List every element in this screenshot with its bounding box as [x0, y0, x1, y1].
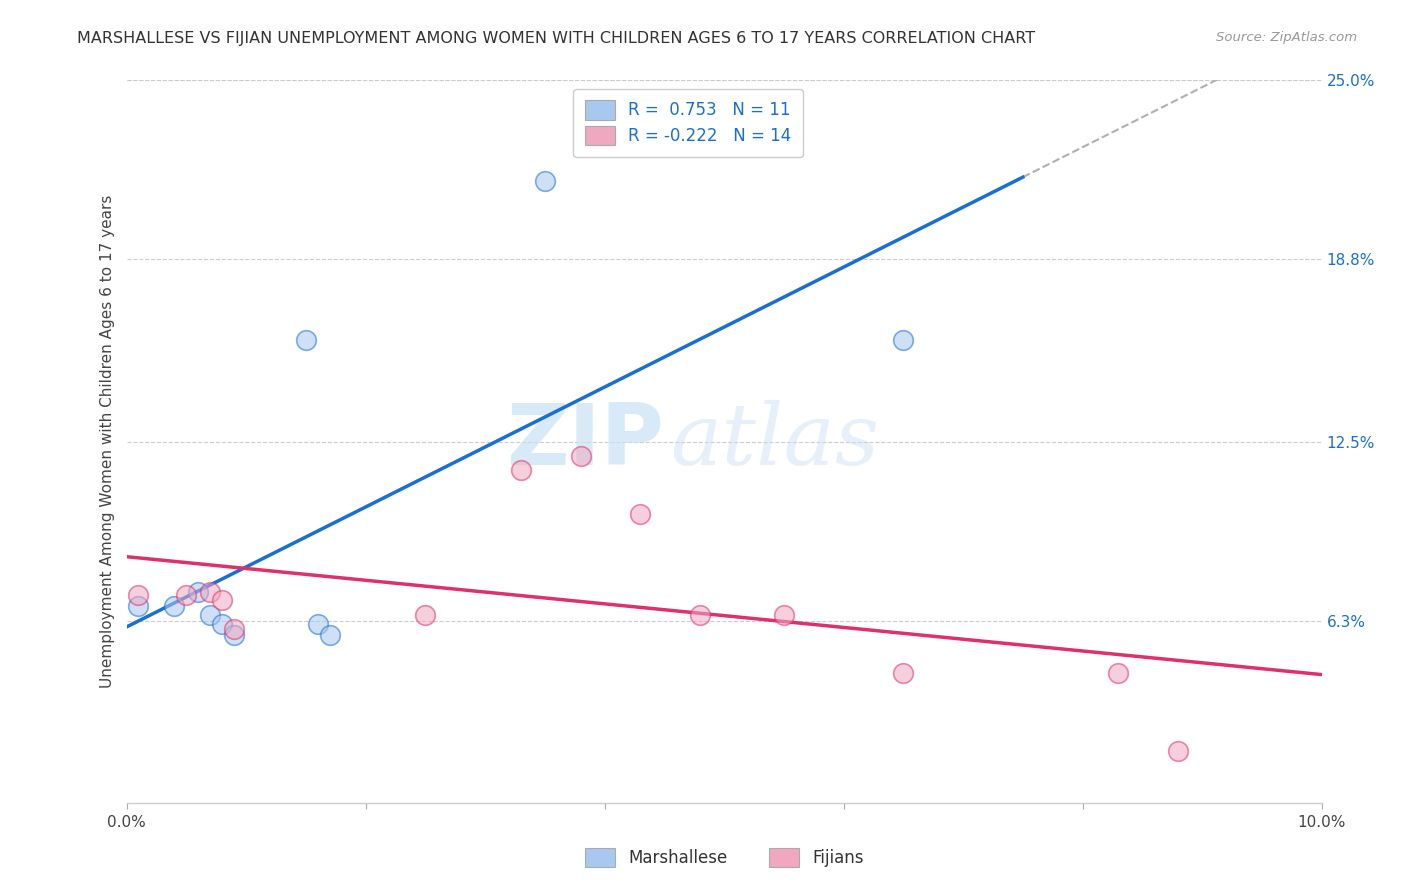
- Point: [689, 607, 711, 622]
- Point: [318, 628, 342, 642]
- Point: [415, 607, 437, 622]
- Point: [534, 174, 557, 188]
- Point: [127, 599, 149, 614]
- Text: Source: ZipAtlas.com: Source: ZipAtlas.com: [1216, 31, 1357, 45]
- Point: [211, 616, 233, 631]
- Point: [773, 607, 796, 622]
- Point: [200, 584, 222, 599]
- Point: [569, 449, 592, 463]
- Point: [187, 584, 209, 599]
- Point: [127, 588, 149, 602]
- Point: [174, 588, 197, 602]
- Point: [222, 628, 246, 642]
- Point: [893, 334, 915, 348]
- Text: atlas: atlas: [671, 401, 879, 483]
- Text: ZIP: ZIP: [506, 400, 664, 483]
- Legend: Marshallese, Fijians: Marshallese, Fijians: [578, 841, 870, 874]
- Point: [222, 623, 246, 637]
- Point: [893, 665, 915, 680]
- Point: [628, 507, 651, 521]
- Point: [1167, 744, 1189, 758]
- Point: [509, 463, 531, 477]
- Point: [307, 616, 329, 631]
- Point: [200, 607, 222, 622]
- Text: MARSHALLESE VS FIJIAN UNEMPLOYMENT AMONG WOMEN WITH CHILDREN AGES 6 TO 17 YEARS : MARSHALLESE VS FIJIAN UNEMPLOYMENT AMONG…: [77, 31, 1035, 46]
- Point: [1108, 665, 1130, 680]
- Point: [163, 599, 186, 614]
- Point: [211, 593, 233, 607]
- Y-axis label: Unemployment Among Women with Children Ages 6 to 17 years: Unemployment Among Women with Children A…: [100, 194, 115, 689]
- Point: [294, 334, 316, 348]
